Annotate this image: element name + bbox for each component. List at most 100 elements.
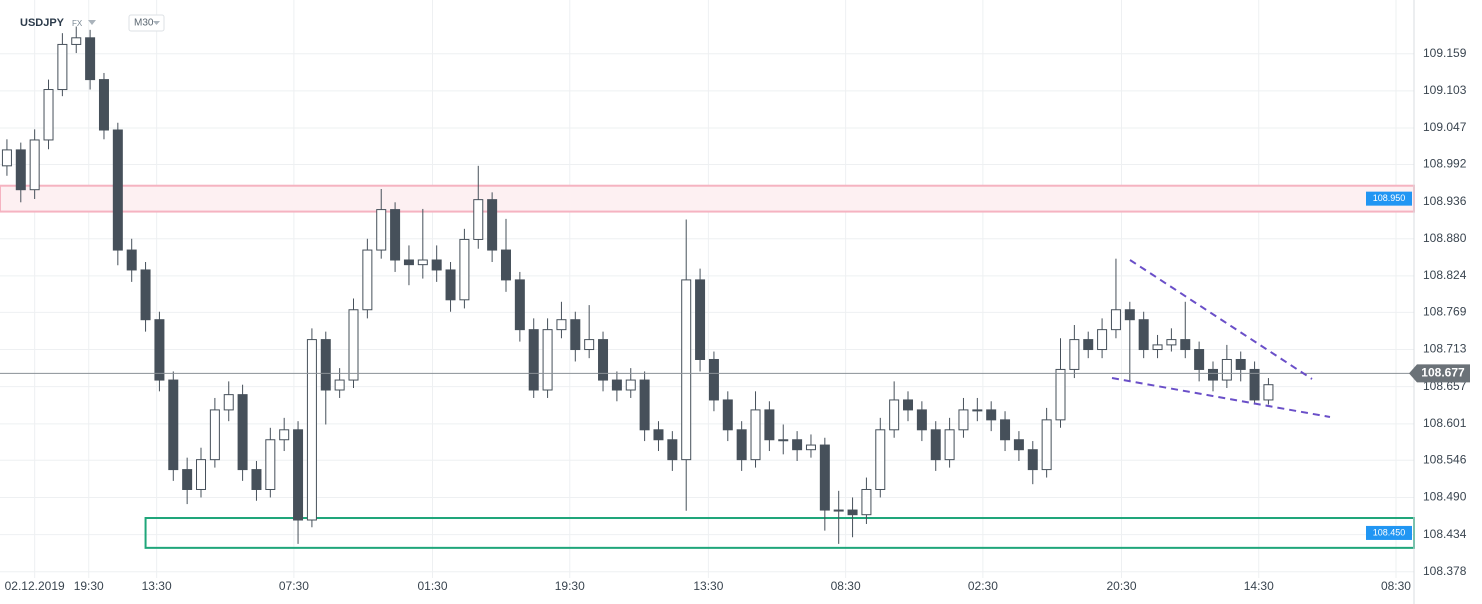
candle-body: [1055, 368, 1066, 421]
candle-body: [1249, 368, 1260, 401]
symbol[interactable]: USDJPY: [20, 17, 65, 29]
y-tick-label: 108.936: [1423, 194, 1467, 208]
zone: [144, 517, 1415, 549]
trend-line: [1111, 377, 1331, 418]
grid: [0, 0, 1414, 578]
candle-body: [708, 358, 719, 401]
candle-body: [986, 409, 997, 421]
candle-body: [1013, 439, 1024, 451]
candle-body: [1, 149, 12, 167]
candle-body: [1152, 344, 1163, 351]
candle-body: [1083, 339, 1094, 351]
candle-body: [667, 439, 678, 461]
zone: [0, 184, 1415, 213]
candle-body: [348, 309, 359, 381]
trend-line: [1129, 259, 1313, 380]
candle-body: [293, 429, 304, 521]
x-tick-label: 08:30: [1381, 579, 1411, 593]
y-tick-label: 108.880: [1423, 231, 1467, 245]
plot: [0, 26, 1414, 544]
candle-body: [1194, 349, 1205, 370]
candle-body: [265, 439, 276, 490]
candle-body: [1180, 339, 1191, 351]
x-tick-label: 14:30: [1244, 579, 1274, 593]
interval[interactable]: M30: [134, 18, 154, 29]
candle-body: [778, 439, 789, 442]
candle-body: [556, 319, 567, 331]
candle-body: [944, 429, 955, 461]
candle-body: [487, 199, 498, 251]
zone-label-box: [1366, 525, 1412, 540]
candle-body: [695, 279, 706, 360]
candle-body: [875, 429, 886, 490]
candle-body: [1263, 384, 1274, 401]
candle-body: [279, 429, 290, 441]
candle-body: [1124, 309, 1135, 321]
candle-body: [168, 379, 179, 471]
y-tick-label: 108.992: [1423, 157, 1467, 171]
candle-body: [1110, 309, 1121, 331]
dropdown-arrow[interactable]: [153, 21, 160, 25]
candle-body: [639, 379, 650, 431]
last-price-tag: [1409, 364, 1470, 383]
candle-body: [653, 429, 664, 441]
zone-label: 108.950: [1373, 193, 1406, 203]
candle-body: [445, 269, 456, 301]
candle-body: [182, 469, 193, 490]
candle-body: [1207, 368, 1218, 381]
candle-body: [736, 429, 747, 461]
y-tick-label: 108.601: [1423, 416, 1467, 430]
candle-body: [1041, 419, 1052, 471]
candle-body: [223, 394, 234, 411]
x-tick-label: 20:30: [1106, 579, 1136, 593]
candle-body: [237, 394, 248, 471]
y-tick-label: 108.824: [1423, 268, 1467, 282]
candle-body: [805, 444, 816, 451]
x-tick-label: 02:30: [968, 579, 998, 593]
candle-body: [1000, 419, 1011, 441]
candle-body: [1097, 329, 1108, 351]
x-tick-label: 01:30: [418, 579, 448, 593]
candle-body: [112, 129, 123, 251]
candle-body: [1166, 339, 1177, 346]
candle-body: [473, 199, 484, 240]
candle-body: [889, 399, 900, 431]
candle-body: [847, 509, 858, 516]
candle-body: [528, 329, 539, 391]
candle-body: [251, 469, 262, 490]
candle-body: [598, 339, 609, 381]
y-tick-label: 108.546: [1423, 452, 1467, 466]
triangle-drawing: [1111, 259, 1331, 418]
candle-body: [98, 79, 109, 131]
y-tick-label: 109.103: [1423, 83, 1467, 97]
candle-body: [1027, 449, 1038, 471]
candle-body: [403, 259, 414, 266]
candle-body: [611, 379, 622, 391]
candle-body: [958, 409, 969, 431]
last-price-label: 108.677: [1421, 366, 1465, 380]
candle-body: [71, 37, 82, 45]
y-tick-label: 108.769: [1423, 305, 1467, 319]
market: FX: [72, 19, 83, 28]
y-tick-label: 108.434: [1423, 527, 1467, 541]
candle-body: [43, 89, 54, 141]
dropdown-arrow[interactable]: [88, 20, 96, 25]
candle-body: [722, 399, 733, 431]
candle-body: [861, 488, 872, 516]
candle-body: [500, 249, 511, 281]
candle-body: [570, 319, 581, 351]
candle-body: [334, 379, 345, 391]
zone-label-box: [1366, 191, 1412, 206]
zone-label: 108.450: [1373, 527, 1406, 537]
candle-body: [431, 259, 442, 271]
candle-body: [459, 238, 470, 301]
candle-body: [764, 409, 775, 441]
interval-button[interactable]: [128, 14, 165, 32]
candle-body: [625, 379, 636, 391]
y-tick-label: 108.378: [1423, 564, 1467, 578]
x-tick-label: 08:30: [831, 579, 861, 593]
candle-body: [362, 249, 373, 311]
candle-body: [833, 509, 844, 512]
x-tick-label: 07:30: [279, 579, 309, 593]
candle-body: [584, 339, 595, 351]
